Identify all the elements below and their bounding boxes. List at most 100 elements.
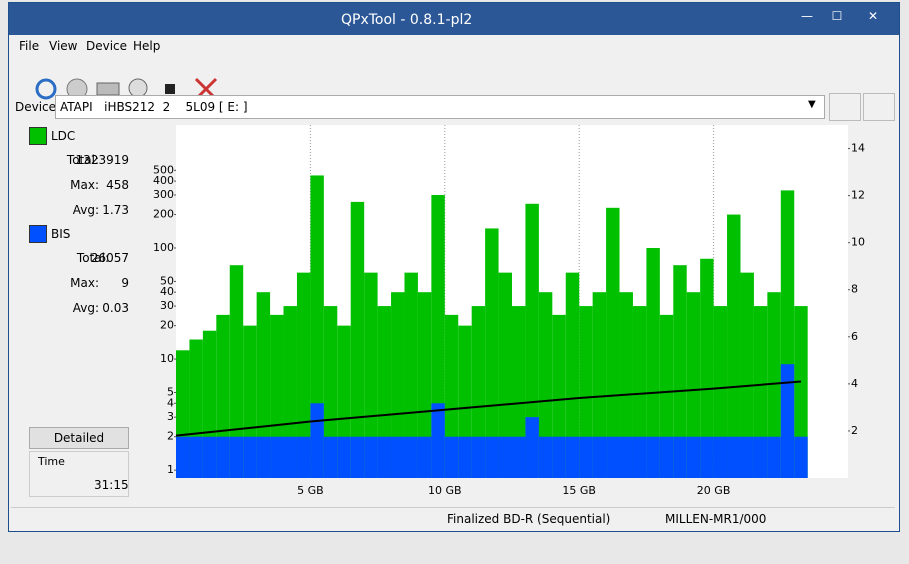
stat-label: Max: [70, 276, 99, 290]
refresh-icon[interactable] [35, 78, 57, 100]
bar [686, 436, 701, 478]
bar [229, 265, 244, 478]
bar [538, 436, 553, 478]
bar [485, 228, 499, 478]
stat-label: Max: [70, 178, 99, 192]
y-tick-label: 500 [153, 163, 174, 176]
bar [256, 292, 271, 478]
bar [727, 214, 741, 478]
bar [753, 306, 768, 478]
bar [229, 436, 244, 478]
menu-item[interactable]: Help [133, 39, 161, 53]
bar [646, 247, 660, 478]
y-tick-label: 100 [153, 241, 174, 254]
close-button[interactable]: ✕ [867, 9, 879, 23]
stat-label: Total: [76, 251, 109, 265]
bar [794, 436, 808, 478]
bar [283, 436, 297, 478]
bar [619, 436, 633, 478]
bar [310, 403, 324, 478]
ldc-swatch [29, 127, 47, 145]
bar [498, 436, 512, 478]
y-tick-label: 20 [160, 319, 174, 332]
toolbar-icons [35, 77, 218, 101]
bar [673, 265, 687, 478]
time-value: 31:15 [94, 478, 129, 492]
bar [404, 436, 418, 478]
device-value: ATAPI iHBS212 2 5L09 [ E: ] [60, 100, 248, 114]
minimize-button[interactable]: — [801, 9, 813, 23]
y2-tick-label: 4 [851, 377, 858, 390]
lock-button[interactable] [863, 93, 895, 121]
menu-item[interactable]: Device [86, 39, 128, 53]
stat-value: 26057 [90, 251, 129, 265]
speed-line [175, 380, 802, 437]
bar [444, 436, 459, 478]
detailed-button[interactable]: Detailed [29, 427, 129, 449]
time-label: Time [38, 455, 65, 468]
bar [579, 436, 593, 478]
bar [565, 436, 580, 478]
y2-tick-label: 12 [851, 189, 865, 202]
bar [780, 364, 795, 478]
bar [619, 292, 633, 478]
bar [377, 306, 392, 478]
y2-tick-label: 14 [851, 142, 865, 155]
bar [189, 436, 203, 478]
bar [606, 207, 620, 478]
bar [592, 436, 607, 478]
legend-entry: BIS [51, 227, 71, 241]
y-tick-label: 400 [153, 174, 174, 187]
stat-label: Total: [66, 153, 99, 167]
bar [740, 272, 754, 478]
window-title: QPxTool - 0.8.1-pl2 [341, 12, 473, 28]
bar [606, 436, 620, 478]
x-tick-label: 10 GB [428, 484, 462, 497]
y-tick-label: 200 [153, 208, 174, 221]
bar [431, 403, 445, 478]
x-tick-label: 20 GB [697, 484, 731, 497]
y-tick-label: 3 [167, 410, 174, 423]
bar [417, 436, 432, 478]
bar [552, 436, 566, 478]
status-text: Finalized BD-R (Sequential) [447, 512, 611, 526]
chart: 5 GB 10 GB 15 GB 20 GB123451020304050100200… [153, 125, 865, 497]
bar [579, 306, 593, 478]
y2-tick-label: 8 [851, 283, 858, 296]
menu-item[interactable]: File [19, 39, 40, 53]
bar [337, 436, 351, 478]
bar [364, 272, 378, 478]
menu-item[interactable]: View [49, 39, 78, 53]
bar [176, 436, 190, 478]
title-bar: QPxTool - 0.8.1-pl2 — ☐ ✕ [9, 3, 899, 35]
bar [525, 417, 539, 478]
y-tick-label: 2 [167, 430, 174, 443]
stat-value: 9 [121, 276, 129, 290]
bar [471, 306, 486, 478]
y2-tick-label: 10 [851, 236, 865, 249]
time-box: Time 31:15 [29, 451, 129, 497]
bar [646, 436, 660, 478]
device-select[interactable]: ATAPI iHBS212 2 5L09 [ E: ] ▼ [55, 95, 825, 119]
dropdown-arrow: ▼ [808, 99, 816, 110]
desktop: QPxTool - 0.8.1-pl2 — ☐ ✕ File View Devi… [8, 2, 900, 532]
maximize-button[interactable]: ☐ [831, 9, 843, 23]
y-tick-label: 50 [160, 274, 174, 287]
eject-button[interactable] [829, 93, 861, 121]
bar [713, 306, 728, 478]
y-tick-label: 30 [160, 299, 174, 312]
stop-icon[interactable] [165, 84, 176, 94]
y-tick-label: 4 [167, 396, 174, 409]
bar [794, 306, 808, 478]
y-tick-label: 5 [167, 386, 174, 399]
bar [243, 436, 257, 478]
bar [632, 436, 647, 478]
bar [471, 436, 486, 478]
x-tick-label: 15 GB [562, 484, 596, 497]
y-tick-label: 1 [167, 463, 174, 476]
stat-label: Avg: [72, 203, 99, 217]
bar [512, 306, 526, 478]
y2-tick-label: 2 [851, 424, 858, 437]
y2-tick-label: 6 [851, 330, 858, 343]
y-tick-label: 40 [160, 285, 174, 298]
